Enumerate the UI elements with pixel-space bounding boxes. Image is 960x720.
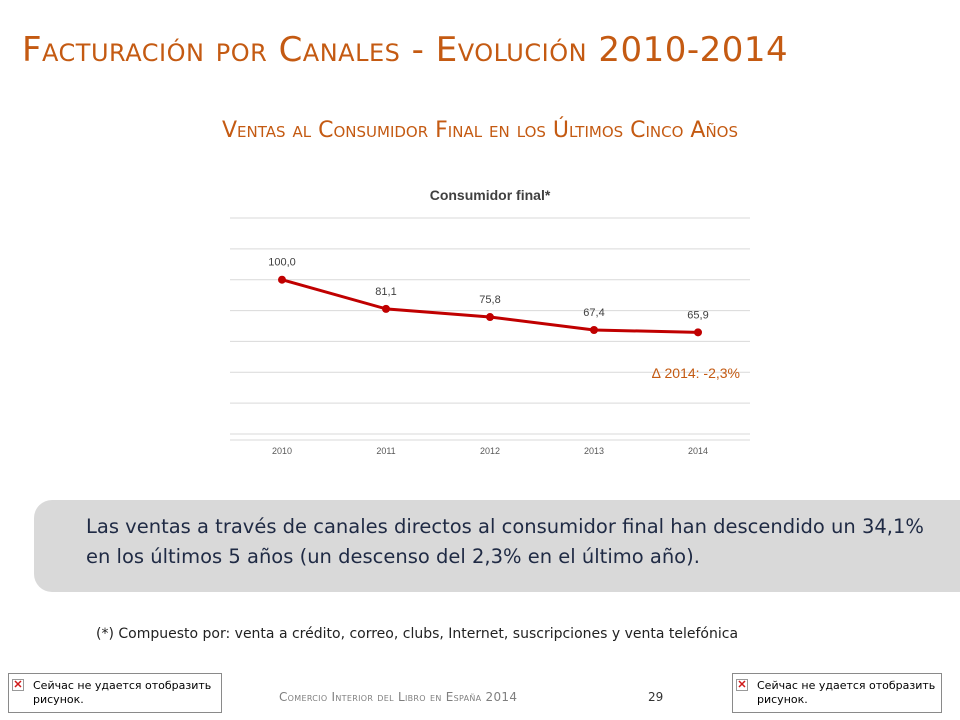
data-point	[278, 275, 286, 284]
slide-title: Facturación por Canales - Evolución 2010…	[22, 30, 789, 70]
data-label: 65,9	[687, 309, 708, 321]
chart-svg: Consumidor final* 100,081,175,867,4 65,9 …	[230, 187, 750, 456]
x-tick-label: 2010	[272, 446, 292, 456]
slide-subtitle: Ventas al Consumidor Final en los Último…	[221, 118, 739, 143]
broken-image-icon: ✕	[736, 679, 748, 691]
footnote: (*) Compuesto por: venta a crédito, corr…	[96, 626, 739, 642]
line-chart: Consumidor final* 100,0 81,1 75,8 67,4 65,9 …	[200, 178, 780, 468]
broken-image-left: ✕ Сейчас не удается отобразить рисунок.	[8, 673, 222, 713]
data-label: 100,0	[268, 257, 296, 269]
x-tick-label: 2011	[376, 446, 395, 456]
data-labels: 100,0 81,1 75,8 67,4 65,9	[268, 257, 708, 322]
chart-title: Consumidor final*	[430, 187, 551, 203]
data-point	[486, 313, 494, 322]
delta-annotation: ∆ 2014: -2,3%	[652, 365, 740, 381]
x-tick-labels: 2010 2011 2012 2013 2014	[272, 446, 708, 456]
x-tick-label: 2014	[688, 446, 708, 456]
callout-text: Las ventas a través de canales directos …	[86, 515, 924, 568]
data-point	[382, 304, 390, 313]
data-label: 75,8	[479, 294, 500, 306]
data-label: 67,4	[583, 307, 604, 319]
chart-gridlines	[230, 217, 750, 441]
broken-image-icon: ✕	[12, 679, 24, 691]
x-tick-label: 2012	[480, 446, 500, 456]
data-point	[590, 326, 598, 335]
broken-image-message: Сейчас не удается отобразить рисунок.	[33, 679, 212, 706]
broken-image-right: ✕ Сейчас не удается отобразить рисунок.	[732, 673, 942, 713]
series-points	[278, 275, 702, 337]
broken-image-message: Сейчас не удается отобразить рисунок.	[757, 679, 936, 706]
page-number: 29	[648, 690, 664, 704]
data-point	[694, 328, 702, 337]
data-label: 81,1	[375, 286, 396, 298]
x-tick-label: 2013	[584, 446, 604, 456]
footer-text: Comercio Interior del Libro en España 20…	[279, 690, 518, 704]
callout-box: Las ventas a través de canales directos …	[34, 500, 960, 592]
